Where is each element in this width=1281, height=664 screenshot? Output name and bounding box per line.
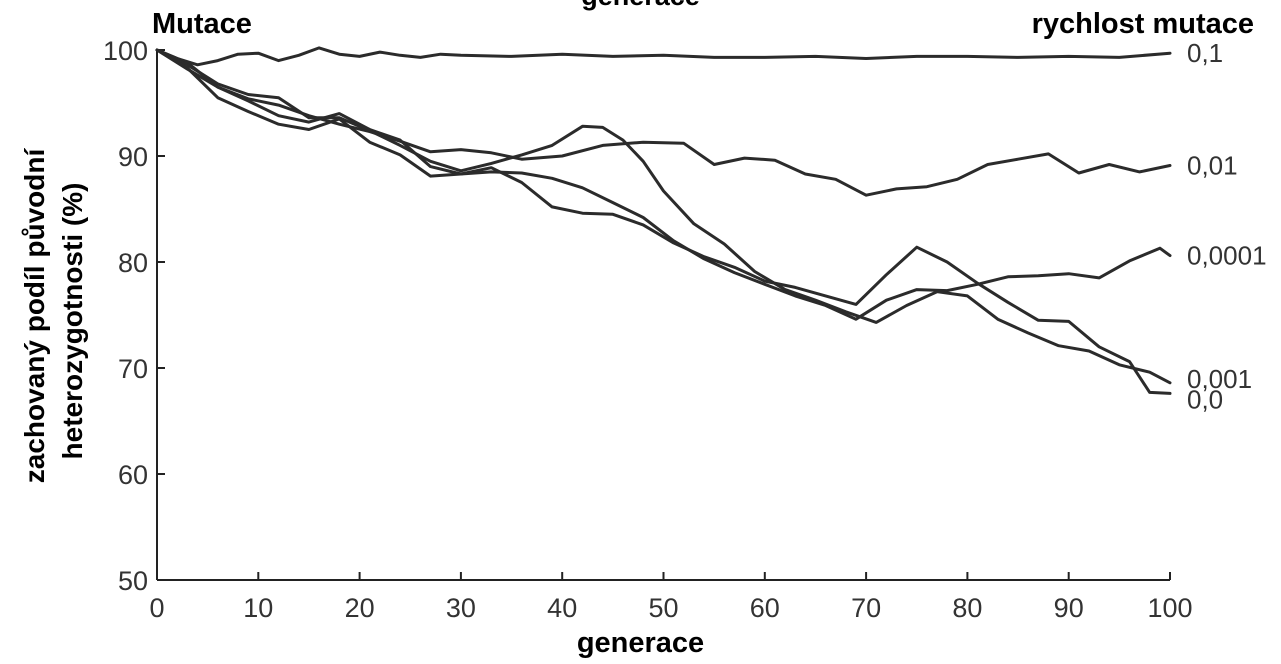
x-tick-label: 20 [345, 593, 375, 623]
y-tick-label: 90 [118, 142, 148, 172]
panel-label: Mutace [152, 8, 252, 40]
axes: 0 10 20 30 40 50 60 70 80 90 100 50 60 70 80 90 100 [103, 36, 1193, 623]
x-tick-label: 90 [1054, 593, 1084, 623]
legend-title: rychlost mutace [1031, 8, 1254, 40]
x-tick-label: 50 [648, 593, 678, 623]
series-label: 0,01 [1187, 151, 1238, 181]
series-lines [155, 46, 1172, 395]
x-tick-label: 10 [243, 593, 273, 623]
series-label: 0,001 [1187, 364, 1252, 394]
y-tick-label: 100 [103, 36, 148, 66]
x-tick-label: 70 [851, 593, 881, 623]
x-tick-label: 0 [149, 593, 164, 623]
series-line-2 [155, 48, 1172, 321]
series-label: 0,0 [1187, 384, 1223, 414]
y-tick-label: 70 [118, 354, 148, 384]
series-line-0 [155, 46, 1172, 67]
x-tick-label: 30 [446, 593, 476, 623]
y-tick-label: 80 [118, 248, 148, 278]
chart-title: generace [0, 0, 1281, 12]
x-axis-label: generace [576, 627, 705, 659]
x-tick-label: 80 [952, 593, 982, 623]
x-tick-label: 100 [1147, 593, 1192, 623]
y-tick-label: 50 [118, 566, 148, 596]
x-tick-label: 60 [750, 593, 780, 623]
series-line-4 [155, 48, 1172, 395]
series-label: 0,1 [1187, 38, 1223, 68]
y-tick-label: 60 [118, 460, 148, 490]
x-tick-label: 40 [547, 593, 577, 623]
series-label: 0,0001 [1187, 241, 1267, 271]
series-line-3 [155, 48, 1172, 385]
